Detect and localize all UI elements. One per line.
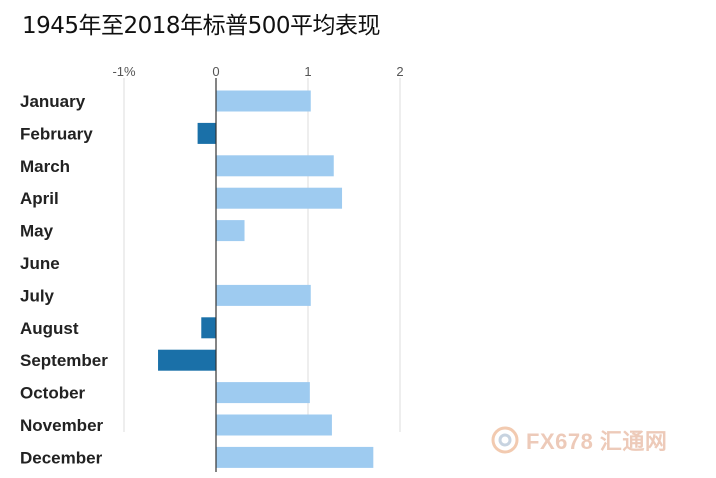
gridlines [123, 78, 401, 432]
bar-december [216, 446, 374, 468]
category-label-september: September [20, 351, 108, 370]
bar-april [216, 187, 343, 209]
bar-september [158, 349, 216, 371]
category-label-may: May [20, 222, 54, 241]
bar-march [216, 155, 334, 177]
bar-july [216, 284, 311, 306]
bar-may [216, 220, 245, 242]
watermark-text: FX678 汇通网 [526, 429, 668, 454]
category-label-june: June [20, 254, 60, 273]
category-label-march: March [20, 157, 70, 176]
x-tick-label: -1% [112, 64, 136, 79]
category-labels: January February March April May June July Augu… [20, 92, 108, 467]
x-axis-ticks: -1% 0 1 2 [112, 64, 403, 79]
bar-november [216, 414, 332, 436]
x-tick-label: 2 [396, 64, 403, 79]
category-label-april: April [20, 189, 59, 208]
watermark: FX678 汇通网 [490, 424, 667, 456]
bar-february [197, 122, 216, 144]
bars [158, 90, 374, 468]
category-label-october: October [20, 384, 86, 403]
category-label-december: December [20, 448, 103, 467]
bar-january [216, 90, 311, 112]
bar-october [216, 382, 310, 404]
x-tick-label: 0 [212, 64, 219, 79]
category-label-november: November [20, 416, 104, 435]
category-label-august: August [20, 319, 79, 338]
watermark-logo-icon [491, 426, 519, 454]
bar-august [201, 317, 216, 339]
x-tick-label: 1 [304, 64, 311, 79]
category-label-january: January [20, 92, 86, 111]
chart-title: 1945年至2018年标普500平均表现 [22, 13, 380, 39]
category-label-july: July [20, 286, 55, 305]
category-label-february: February [20, 124, 93, 143]
